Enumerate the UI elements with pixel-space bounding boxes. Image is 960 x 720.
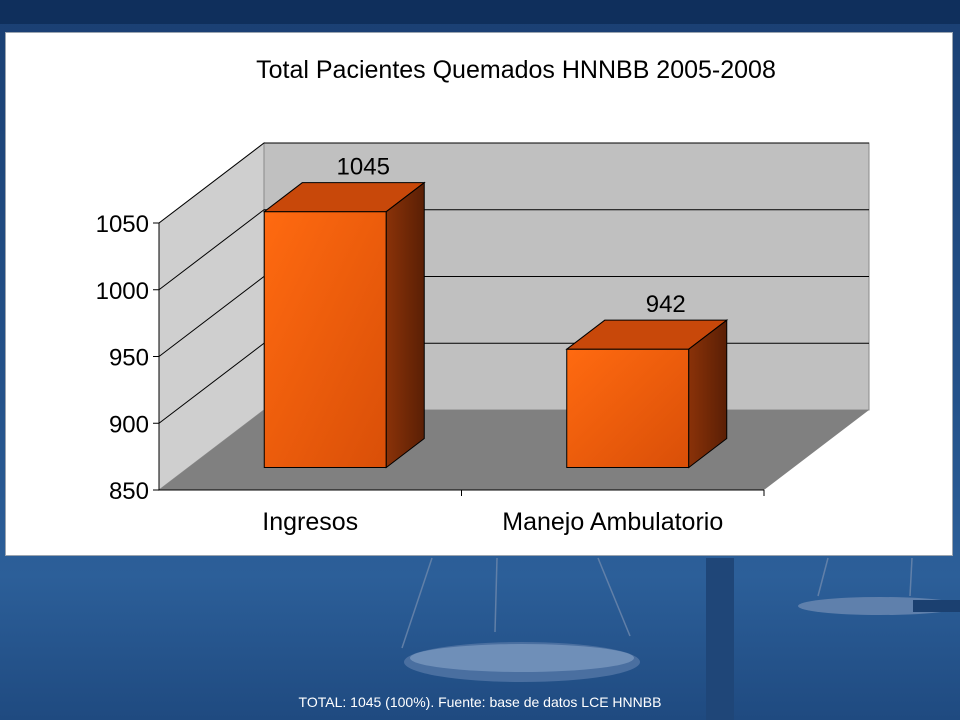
bar-front bbox=[263, 211, 387, 468]
chart-title: Total Pacientes Quemados HNNBB 2005-2008 bbox=[256, 56, 776, 84]
footer-source-note: TOTAL: 1045 (100%). Fuente: base de dato… bbox=[298, 694, 662, 710]
y-tick-label: 1000 bbox=[96, 278, 149, 305]
y-tick-label: 900 bbox=[109, 411, 149, 438]
gridline bbox=[158, 142, 869, 224]
chart-panel: 850 900 950 1000 1050 Total Pacientes Quemado… bbox=[5, 32, 953, 556]
y-tick-label: 1050 bbox=[96, 211, 149, 238]
bar-side bbox=[385, 181, 425, 469]
y-tick-label: 950 bbox=[109, 345, 149, 372]
x-category-label: Ingresos bbox=[262, 508, 358, 536]
bar-chart: 850 900 950 1000 1050 Total Pacientes Quemado… bbox=[96, 56, 870, 536]
data-label: 1045 bbox=[337, 154, 390, 181]
data-label: 942 bbox=[646, 291, 686, 318]
top-band bbox=[0, 0, 960, 24]
gridline bbox=[158, 209, 869, 291]
y-tick-label: 850 bbox=[109, 478, 149, 505]
bar-front bbox=[566, 348, 690, 468]
x-category-label: Manejo Ambulatorio bbox=[502, 508, 723, 536]
bar-side bbox=[688, 319, 728, 469]
